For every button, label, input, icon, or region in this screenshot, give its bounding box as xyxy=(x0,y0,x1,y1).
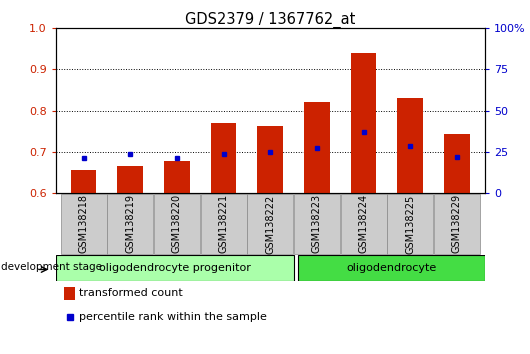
Bar xyxy=(341,194,386,253)
Title: GDS2379 / 1367762_at: GDS2379 / 1367762_at xyxy=(185,12,356,28)
Text: GSM138224: GSM138224 xyxy=(359,194,369,253)
Text: GSM138219: GSM138219 xyxy=(125,194,135,253)
Text: GSM138218: GSM138218 xyxy=(78,194,89,253)
Bar xyxy=(71,170,96,193)
Text: oligodendrocyte progenitor: oligodendrocyte progenitor xyxy=(99,263,251,273)
Text: development stage: development stage xyxy=(1,262,102,272)
Text: GSM138221: GSM138221 xyxy=(219,194,228,253)
Bar xyxy=(211,123,236,193)
Bar xyxy=(164,161,190,193)
Bar xyxy=(444,134,470,193)
Bar xyxy=(398,98,423,193)
Bar xyxy=(154,194,200,253)
Bar xyxy=(56,255,294,281)
Text: GSM138220: GSM138220 xyxy=(172,194,182,253)
Bar xyxy=(61,194,107,253)
Bar xyxy=(294,194,340,253)
Text: transformed count: transformed count xyxy=(80,289,183,298)
Bar xyxy=(118,166,143,193)
Text: percentile rank within the sample: percentile rank within the sample xyxy=(80,312,267,322)
Bar xyxy=(387,194,433,253)
Bar xyxy=(201,194,246,253)
Bar xyxy=(304,102,330,193)
Bar xyxy=(298,255,485,281)
Bar xyxy=(351,53,376,193)
Bar xyxy=(108,194,153,253)
Bar xyxy=(64,287,75,300)
Bar xyxy=(258,126,283,193)
Bar xyxy=(434,194,480,253)
Bar xyxy=(248,194,293,253)
Text: GSM138223: GSM138223 xyxy=(312,194,322,253)
Text: GSM138229: GSM138229 xyxy=(452,194,462,253)
Text: oligodendrocyte: oligodendrocyte xyxy=(347,263,437,273)
Text: GSM138222: GSM138222 xyxy=(266,194,275,253)
Text: GSM138225: GSM138225 xyxy=(405,194,416,253)
